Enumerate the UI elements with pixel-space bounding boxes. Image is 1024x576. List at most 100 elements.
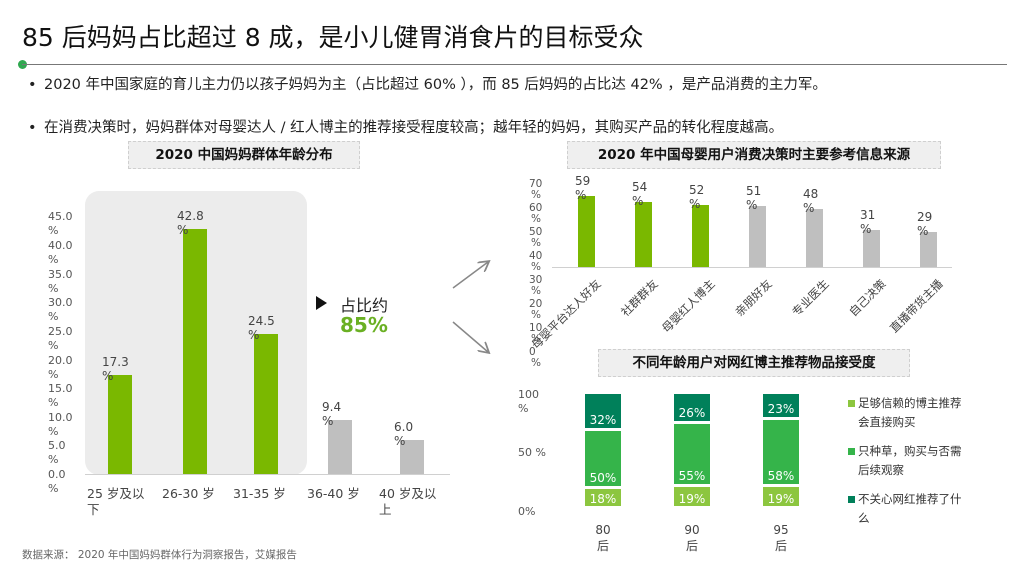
- legend-swatch: [848, 448, 855, 455]
- y-tick-value: 30: [529, 274, 543, 286]
- stacked-segment: [763, 420, 799, 485]
- y-tick-value: 0: [529, 346, 536, 358]
- chart3-title: 不同年龄用户对网红博主推荐物品接受度: [598, 349, 910, 377]
- y-tick-label: 25.0 %: [48, 324, 73, 352]
- y-tick-label: 45.0 %: [48, 210, 73, 238]
- segment-value-label: 23%: [767, 402, 795, 417]
- x-category-label: 80 后: [595, 523, 611, 553]
- x-axis-line: [85, 474, 450, 475]
- age-bar: [108, 374, 132, 474]
- y-tick-value: 20: [529, 298, 543, 310]
- source-bar: [635, 202, 652, 267]
- legend-label: 不关心网红推荐了什么: [858, 492, 962, 525]
- share-label: 占比约: [340, 296, 389, 315]
- arrow-down-right-icon: [452, 321, 488, 352]
- x-category-label: 25 岁及以下: [87, 486, 145, 517]
- bar-value-label: 42.8 %: [177, 209, 204, 237]
- y-tick-label: 0%: [518, 505, 536, 518]
- x-category-label: 31-35 岁: [233, 486, 286, 501]
- bullet-dot-icon: •: [28, 77, 37, 93]
- y-tick-unit: %: [531, 189, 541, 201]
- y-tick-label: 100 %: [518, 388, 539, 415]
- x-category-label: 95 后: [773, 523, 789, 553]
- segment-value-label: 58%: [767, 469, 795, 484]
- segment-value-label: 32%: [589, 412, 617, 427]
- share-value: 85%: [340, 313, 388, 337]
- bullet-dot-icon: •: [28, 120, 37, 136]
- legend-label: 只种草，购买与否需后续观察: [858, 444, 962, 477]
- legend-swatch: [848, 400, 855, 407]
- bar-value-label: 29 %: [917, 210, 933, 239]
- bar-value-label: 31 %: [860, 207, 876, 236]
- y-tick-unit: %: [531, 309, 541, 321]
- play-arrow-icon: [316, 296, 327, 310]
- legend-label: 足够信赖的博主推荐会直接购买: [858, 396, 962, 429]
- age-bar: [183, 229, 207, 474]
- bar-value-label: 6.0 %: [394, 419, 414, 448]
- y-tick-label: 35.0 %: [48, 267, 73, 295]
- chart1-title: 2020 中国妈妈群体年龄分布: [128, 141, 360, 169]
- bullet-item: • 2020 年中国家庭的育儿主力仍以孩子妈妈为主（占比超过 60% ），而 8…: [28, 76, 928, 95]
- source-bar: [749, 205, 766, 267]
- y-tick-label: 20.0 %: [48, 353, 73, 381]
- y-tick-unit: %: [531, 333, 541, 345]
- bar-value-label: 9.4 %: [322, 400, 342, 429]
- x-category-label: 40 岁及以上: [379, 486, 437, 517]
- y-tick-value: 10: [529, 322, 543, 334]
- segment-value-label: 55%: [678, 469, 706, 484]
- y-tick-unit: %: [531, 261, 541, 273]
- bullet-item: • 在消费决策时，妈妈群体对母婴达人 / 红人博主的推荐接受程度较高；越年轻的妈…: [28, 119, 928, 138]
- source-bar: [863, 229, 880, 267]
- source-bar: [920, 232, 937, 267]
- y-tick-label: 50 %: [518, 446, 546, 459]
- y-tick-value: 60: [529, 202, 543, 214]
- stacked-segment: [763, 487, 799, 507]
- segment-value-label: 19%: [767, 491, 795, 506]
- stacked-segment: [763, 393, 799, 418]
- stacked-segment: [585, 393, 621, 428]
- x-category-label: 90 后: [684, 523, 700, 553]
- bar-value-label: 51 %: [746, 183, 762, 212]
- legend-swatch: [848, 496, 855, 503]
- y-tick-value: 70: [529, 178, 543, 190]
- y-tick-label: 10.0 %: [48, 410, 73, 438]
- bar-value-label: 17.3 %: [102, 354, 129, 383]
- source-bar: [578, 196, 595, 267]
- y-tick-label: 30.0 %: [48, 296, 73, 324]
- stacked-segment: [585, 488, 621, 507]
- y-tick-unit: %: [531, 237, 541, 249]
- segment-value-label: 18%: [589, 491, 617, 506]
- y-tick-label: 5.0 %: [48, 439, 66, 467]
- source-note: 数据来源： 2020 年中国妈妈群体行为洞察报告，艾媒报告: [22, 549, 297, 561]
- y-tick-unit: %: [531, 213, 541, 225]
- y-tick-value: 50: [529, 226, 543, 238]
- age-bar: [254, 333, 278, 474]
- title-divider: [22, 64, 1007, 65]
- bar-value-label: 54 %: [632, 180, 648, 209]
- arrow-up-right-icon: [452, 262, 488, 289]
- y-tick-label: 15.0 %: [48, 382, 73, 410]
- source-bar: [806, 209, 823, 267]
- segment-value-label: 26%: [678, 405, 706, 420]
- x-axis-line: [552, 267, 952, 268]
- bullet-text: 在消费决策时，妈妈群体对母婴达人 / 红人博主的推荐接受程度较高；越年轻的妈妈，…: [44, 120, 784, 136]
- bar-value-label: 24.5 %: [248, 313, 275, 342]
- age-bar: [400, 439, 424, 474]
- y-tick-unit: %: [531, 285, 541, 297]
- segment-value-label: 50%: [589, 470, 617, 485]
- x-category-label: 36-40 岁: [307, 486, 360, 501]
- bar-value-label: 52 %: [689, 182, 705, 211]
- stacked-segment: [674, 393, 710, 421]
- segment-value-label: 19%: [678, 491, 706, 506]
- y-tick-label: 0.0 %: [48, 468, 66, 495]
- y-tick-value: 40: [529, 250, 543, 262]
- source-bar: [692, 204, 709, 267]
- page-title: 85 后妈妈占比超过 8 成，是小儿健胃消食片的目标受众: [22, 23, 644, 52]
- bar-value-label: 59 %: [575, 174, 591, 203]
- stacked-segment: [674, 423, 710, 485]
- bar-value-label: 48 %: [803, 187, 819, 216]
- y-tick-label: 40.0 %: [48, 239, 73, 267]
- stacked-segment: [674, 487, 710, 507]
- x-category-label: 26-30 岁: [162, 486, 215, 501]
